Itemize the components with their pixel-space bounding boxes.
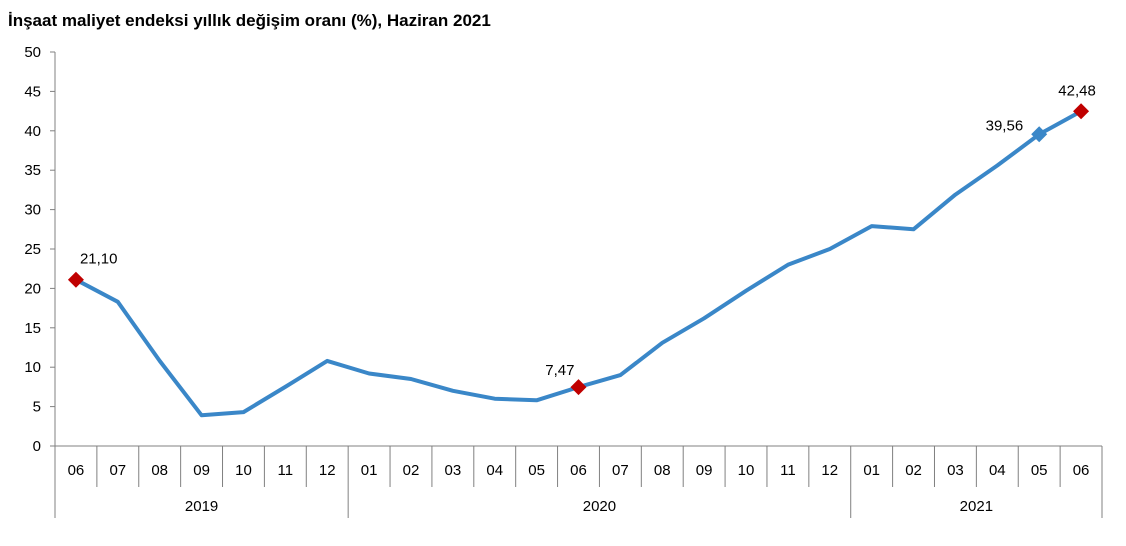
y-tick-label: 25	[24, 241, 41, 258]
x-tick-label: 04	[989, 462, 1006, 479]
y-tick-label: 35	[24, 162, 41, 179]
y-axis-ticks: 0 5 10 15 20 25 30 35 40 45 50	[24, 44, 55, 455]
series	[73, 109, 1084, 418]
x-tick-label: 03	[947, 462, 964, 479]
x-tick-label: 06	[570, 462, 587, 479]
y-tick-label: 10	[24, 359, 41, 376]
x-tick-label: 08	[151, 462, 168, 479]
y-tick-label: 30	[24, 202, 41, 219]
x-tick-label: 01	[863, 462, 880, 479]
x-tick-label: 05	[1031, 462, 1048, 479]
data-label: 7,47	[545, 362, 574, 379]
data-label: 42,48	[1058, 82, 1096, 99]
x-tick-label: 08	[654, 462, 671, 479]
year-groups: 2019 2020 2021	[54, 487, 1103, 518]
y-tick-label: 5	[33, 399, 41, 416]
x-tick-label: 09	[696, 462, 713, 479]
data-point-marker	[67, 271, 84, 288]
x-tick-label: 01	[361, 462, 378, 479]
x-tick-label: 07	[612, 462, 629, 479]
x-tick-label: 03	[445, 462, 462, 479]
x-tick-label: 04	[486, 462, 503, 479]
data-point-marker	[1031, 126, 1048, 143]
x-tick-label: 10	[235, 462, 252, 479]
y-tick-label: 0	[33, 438, 41, 455]
annotations: 21,10 7,47 39,56 42,48	[67, 82, 1096, 396]
chart-title: İnşaat maliyet endeksi yıllık değişim or…	[8, 11, 491, 30]
year-label: 2020	[583, 498, 616, 515]
x-axis-ticks: 06 07 08 09 10 11 12 01 02 03 04 05 06 07 08 09 10 11 12 01…	[54, 446, 1103, 487]
x-tick-label: 07	[109, 462, 126, 479]
year-label: 2019	[185, 498, 218, 515]
x-tick-label: 12	[319, 462, 336, 479]
y-tick-label: 50	[24, 44, 41, 61]
x-tick-label: 12	[821, 462, 838, 479]
x-tick-label: 05	[528, 462, 545, 479]
data-point-marker	[570, 379, 587, 396]
y-tick-label: 45	[24, 83, 41, 100]
x-tick-label: 11	[278, 462, 294, 479]
series-line	[73, 109, 1084, 418]
data-point-marker	[1073, 103, 1090, 120]
x-tick-label: 02	[403, 462, 420, 479]
x-tick-label: 02	[905, 462, 922, 479]
x-tick-label: 06	[68, 462, 85, 479]
y-tick-label: 40	[24, 123, 41, 140]
x-tick-label: 09	[193, 462, 210, 479]
y-tick-label: 15	[24, 320, 41, 337]
x-tick-label: 06	[1073, 462, 1090, 479]
x-tick-label: 11	[780, 462, 796, 479]
x-tick-label: 10	[738, 462, 755, 479]
data-label: 39,56	[986, 117, 1024, 134]
data-label: 21,10	[80, 251, 118, 268]
y-tick-label: 20	[24, 280, 41, 297]
year-label: 2021	[960, 498, 993, 515]
